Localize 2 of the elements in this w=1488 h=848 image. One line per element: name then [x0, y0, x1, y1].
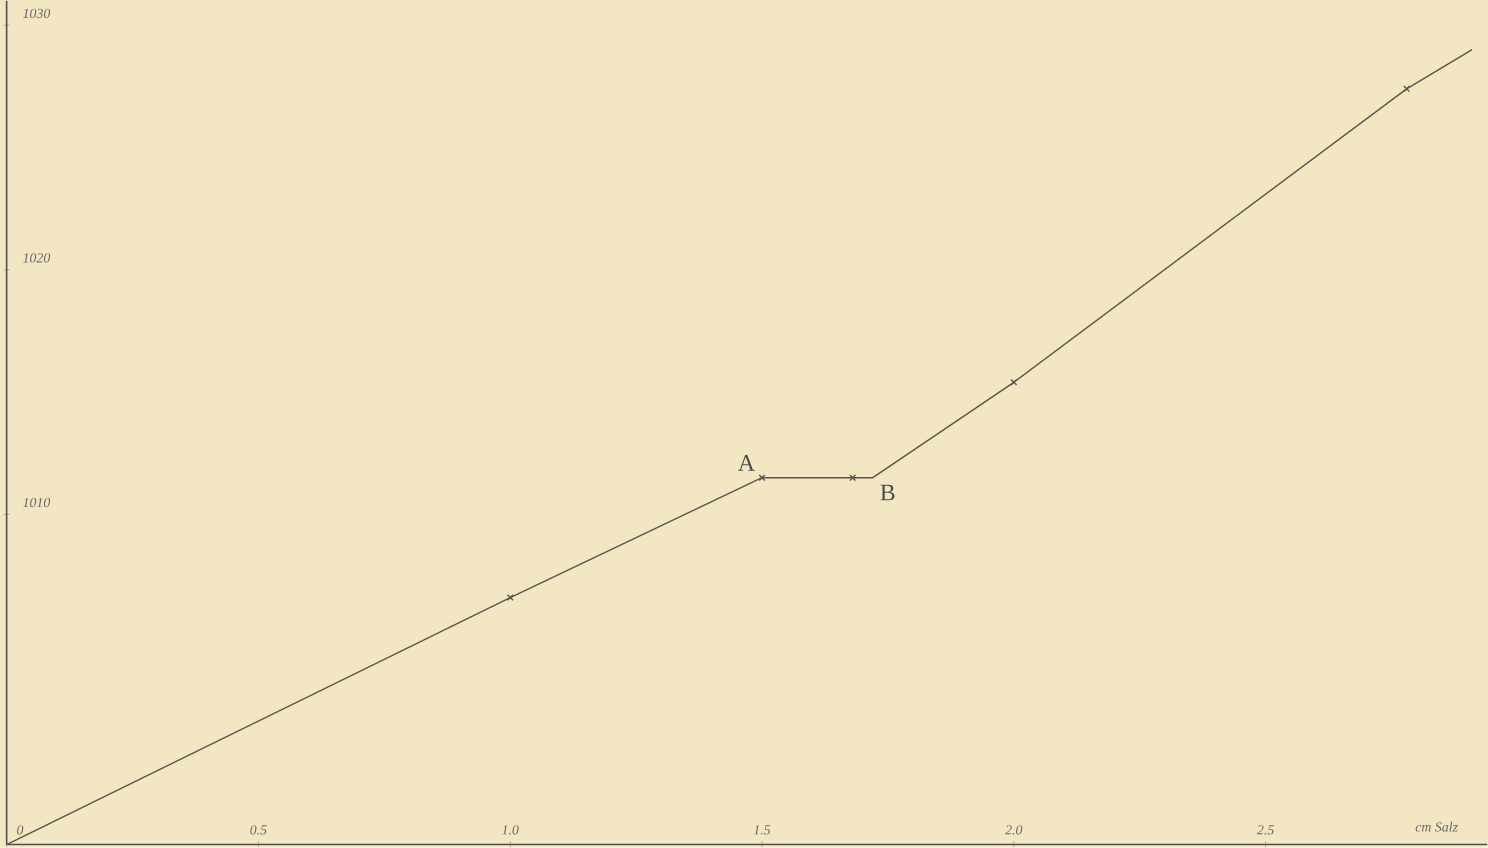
annotation: A: [738, 455, 755, 471]
annotation: B: [880, 484, 895, 501]
